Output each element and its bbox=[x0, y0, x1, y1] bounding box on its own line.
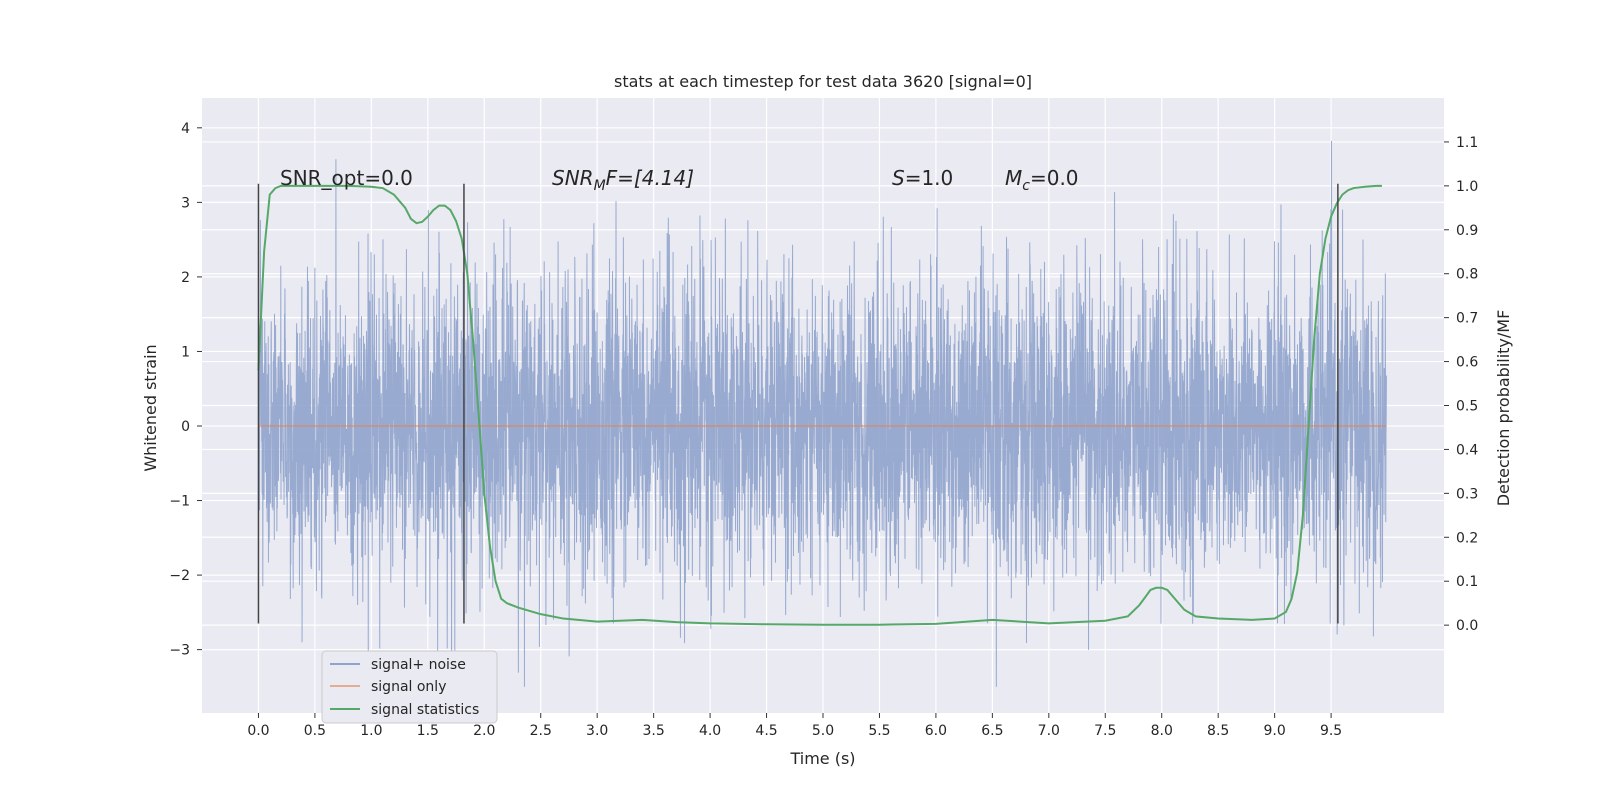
annotation-s: S=1.0 bbox=[892, 166, 953, 190]
x-tick-label: 9.0 bbox=[1264, 723, 1286, 739]
axis-ticks: 0.0 0.5 1.0 1.5 2.0 2.5 3.0 3.5 4.0 4.5 5.0 5.5 6.0 6… bbox=[169, 121, 1478, 739]
y-left-tick-label: −1 bbox=[169, 494, 190, 510]
legend-label-statistics: signal statistics bbox=[371, 702, 479, 718]
x-tick-label: 3.5 bbox=[643, 723, 665, 739]
signal-noise-series bbox=[257, 140, 1387, 687]
legend-box bbox=[321, 650, 498, 724]
signal-noise-line bbox=[257, 140, 1387, 687]
x-tick-label: 7.0 bbox=[1038, 723, 1060, 739]
x-tick-label: 2.0 bbox=[473, 723, 495, 739]
x-tick-label: 0.0 bbox=[247, 723, 269, 739]
y-left-tick-label: 3 bbox=[181, 195, 190, 211]
x-tick-label: 3.0 bbox=[586, 723, 608, 739]
x-tick-label: 6.0 bbox=[925, 723, 947, 739]
y-left-tick-label: −3 bbox=[169, 643, 190, 659]
x-tick-label: 6.5 bbox=[981, 723, 1003, 739]
chart-title: stats at each timestep for test data 362… bbox=[614, 72, 1032, 91]
y-right-tick-label: 0.0 bbox=[1456, 618, 1478, 634]
x-tick-label: 9.5 bbox=[1320, 723, 1342, 739]
y-right-tick-label: 0.5 bbox=[1456, 399, 1478, 415]
legend: signal+ noise signal only signal statist… bbox=[321, 650, 498, 724]
legend-label-signal-only: signal only bbox=[371, 679, 446, 695]
y-left-tick-label: 1 bbox=[181, 344, 190, 360]
y-right-tick-label: 0.8 bbox=[1456, 267, 1478, 283]
x-tick-label: 2.5 bbox=[530, 723, 552, 739]
y-axis-left-label: Whitened strain bbox=[141, 344, 160, 471]
y-right-tick-label: 0.1 bbox=[1456, 574, 1478, 590]
annotation-snr-mf: SNRMF=[4.14] bbox=[552, 166, 694, 194]
signal-statistics-line bbox=[257, 184, 1382, 626]
x-tick-label: 4.5 bbox=[755, 723, 777, 739]
x-tick-label: 4.0 bbox=[699, 723, 721, 739]
legend-label-noise: signal+ noise bbox=[371, 657, 466, 673]
y-right-tick-label: 1.0 bbox=[1456, 179, 1478, 195]
y-left-tick-label: 2 bbox=[181, 270, 190, 286]
y-left-tick-label: 4 bbox=[181, 121, 190, 137]
y-right-tick-label: 0.2 bbox=[1456, 530, 1478, 546]
y-right-tick-label: 0.4 bbox=[1456, 442, 1478, 458]
x-tick-label: 1.5 bbox=[417, 723, 439, 739]
y-right-tick-label: 0.3 bbox=[1456, 486, 1478, 502]
y-left-tick-label: −2 bbox=[169, 568, 190, 584]
signal-statistics-series bbox=[257, 184, 1382, 626]
y-right-tick-label: 0.7 bbox=[1456, 311, 1478, 327]
x-tick-label: 8.0 bbox=[1151, 723, 1173, 739]
x-tick-label: 5.5 bbox=[868, 723, 890, 739]
x-tick-label: 0.5 bbox=[304, 723, 326, 739]
x-tick-label: 7.5 bbox=[1094, 723, 1116, 739]
y-right-tick-label: 1.1 bbox=[1456, 135, 1478, 151]
annotation-mc: Mc=0.0 bbox=[1005, 166, 1079, 194]
y-axis-right-label: Detection probability/MF bbox=[1494, 310, 1513, 507]
x-tick-label: 1.0 bbox=[360, 723, 382, 739]
y-right-tick-label: 0.6 bbox=[1456, 355, 1478, 371]
y-left-tick-label: 0 bbox=[181, 419, 190, 435]
segment-lines bbox=[257, 183, 1339, 624]
x-tick-label: 5.0 bbox=[812, 723, 834, 739]
y-right-tick-label: 0.9 bbox=[1456, 223, 1478, 239]
annotation-snr-opt: SNR_opt=0.0 bbox=[280, 166, 413, 190]
x-axis-label: Time (s) bbox=[789, 749, 855, 768]
x-tick-label: 8.5 bbox=[1207, 723, 1229, 739]
